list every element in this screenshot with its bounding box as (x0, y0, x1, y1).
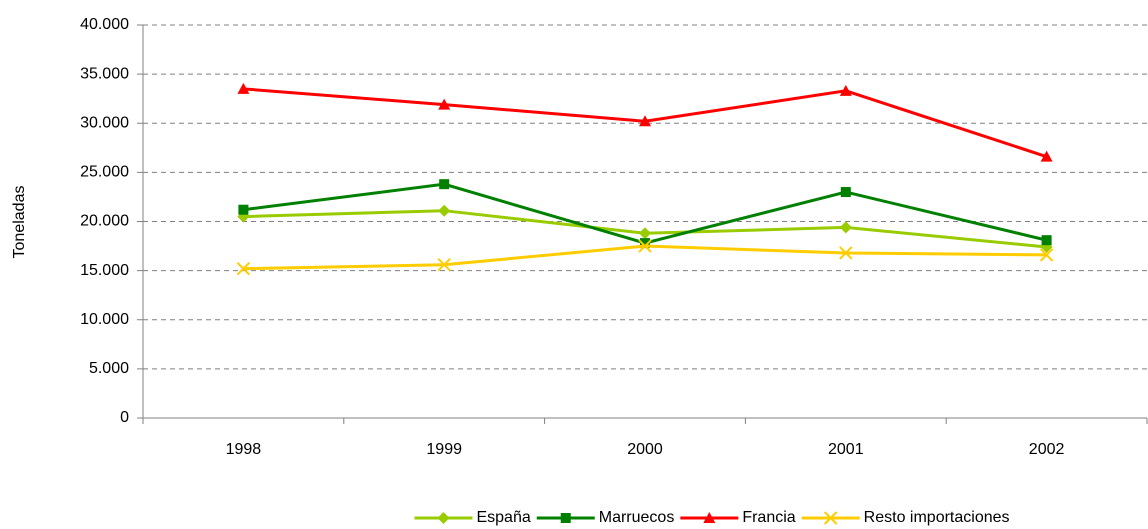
marker (839, 221, 852, 234)
y-tick-label: 40.000 (80, 16, 129, 33)
legend-label: Resto importaciones (864, 509, 1010, 526)
x-tick-label: 2000 (627, 441, 663, 458)
marker (438, 98, 451, 110)
marker (560, 513, 571, 523)
legend-label: Marruecos (599, 509, 675, 526)
legend-label: Francia (742, 509, 795, 526)
legend-label: España (476, 509, 530, 526)
marker (839, 84, 852, 96)
marker (237, 82, 250, 94)
y-tick-label: 0 (120, 409, 129, 426)
x-tick-label: 1999 (426, 441, 462, 458)
marker (1040, 150, 1053, 162)
x-tick-label: 2001 (828, 441, 864, 458)
marker (839, 246, 853, 260)
marker (238, 204, 249, 215)
y-tick-label: 30.000 (80, 114, 129, 131)
marker (437, 512, 450, 524)
marker (638, 239, 652, 253)
y-tick-label: 25.000 (80, 164, 129, 181)
y-tick-label: 35.000 (80, 65, 129, 82)
marker (437, 258, 451, 272)
y-tick-label: 10.000 (80, 311, 129, 328)
marker (840, 187, 851, 198)
marker (640, 238, 650, 249)
marker (236, 261, 251, 276)
marker (639, 227, 651, 240)
marker (1041, 235, 1052, 246)
y-tick-label: 20.000 (80, 213, 129, 230)
marker (439, 179, 450, 190)
y-tick-label: 5.000 (89, 360, 129, 377)
series-line (243, 244, 1047, 271)
marker (823, 511, 838, 525)
legend: España Marruecos Francia Resto importacione… (414, 509, 1010, 526)
marker (639, 115, 651, 127)
marker (703, 512, 716, 523)
y-tick-label: 15.000 (80, 262, 129, 279)
x-tick-label: 2002 (1029, 441, 1065, 458)
x-tick-label: 1998 (226, 441, 262, 458)
y-axis-title: Toneladas (11, 186, 28, 259)
marker (1039, 248, 1054, 262)
marker (438, 204, 451, 217)
